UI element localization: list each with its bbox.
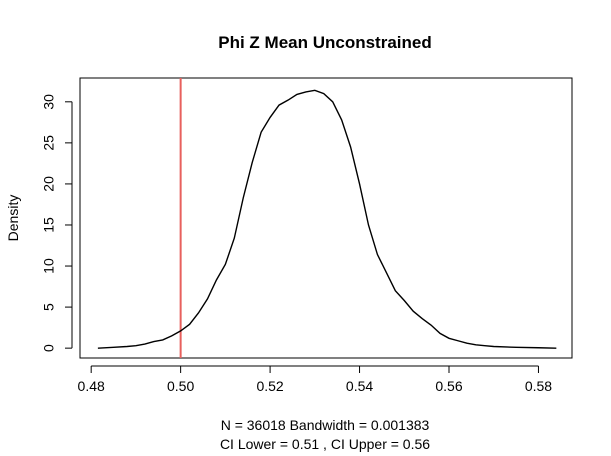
y-tick-label: 0 bbox=[41, 344, 57, 352]
x-tick-label: 0.48 bbox=[78, 378, 105, 394]
x-axis-label-line-1: N = 36018 Bandwidth = 0.001383 bbox=[221, 417, 430, 433]
y-tick-label: 15 bbox=[41, 217, 57, 233]
x-tick-label: 0.50 bbox=[167, 378, 194, 394]
y-axis-label: Density bbox=[5, 195, 21, 242]
x-tick-label: 0.56 bbox=[435, 378, 462, 394]
x-axis: 0.48 0.50 0.52 0.54 0.56 0.58 bbox=[78, 365, 552, 394]
chart-title: Phi Z Mean Unconstrained bbox=[218, 33, 431, 52]
x-axis-label-line-2: CI Lower = 0.51 , CI Upper = 0.56 bbox=[220, 436, 430, 452]
y-tick-label: 5 bbox=[41, 303, 57, 311]
x-tick-label: 0.54 bbox=[346, 378, 373, 394]
y-axis: 0 5 10 15 20 25 30 bbox=[41, 94, 73, 352]
y-tick-label: 10 bbox=[41, 258, 57, 274]
x-tick-label: 0.52 bbox=[256, 378, 283, 394]
y-tick-label: 30 bbox=[41, 94, 57, 110]
y-tick-label: 20 bbox=[41, 176, 57, 192]
x-tick-label: 0.58 bbox=[525, 378, 552, 394]
density-curve bbox=[97, 89, 557, 349]
y-tick-label: 25 bbox=[41, 135, 57, 151]
plot-box bbox=[79, 77, 573, 359]
